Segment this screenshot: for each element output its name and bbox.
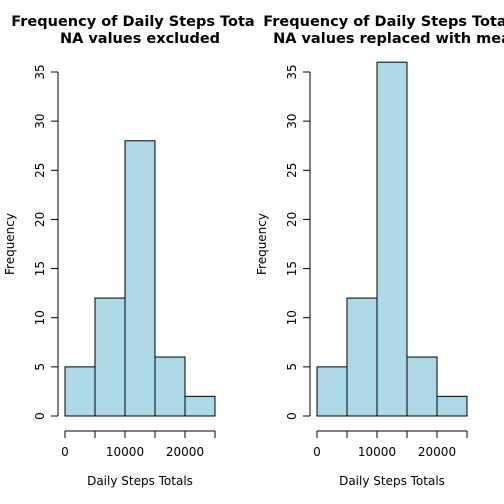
bars-group: [316, 61, 468, 417]
histogram-bar: [154, 356, 186, 417]
histogram-bar: [316, 366, 348, 417]
histogram-bar: [124, 140, 156, 417]
histogram-bar: [376, 61, 408, 417]
chart-title: Frequency of Daily Steps Tota: [11, 14, 254, 30]
x-tick-label: 20000: [166, 445, 204, 459]
x-tick-label: 20000: [418, 445, 456, 459]
y-tick-label: 30: [33, 114, 47, 129]
histogram-bar: [94, 297, 126, 417]
x-tick-label: 10000: [358, 445, 396, 459]
axes-group: 0 5 10 15 20 25 30 35 0 10000 20000: [285, 64, 468, 459]
y-tick-label: 20: [33, 212, 47, 227]
x-tick-label: 0: [313, 445, 321, 459]
histogram-panel-right: Frequency of Daily Steps Tota NA values …: [255, 14, 504, 488]
x-axis-label: Daily Steps Totals: [339, 474, 445, 488]
histogram-bar: [436, 395, 468, 417]
bars-group: [64, 140, 216, 417]
y-tick-label: 5: [33, 363, 47, 371]
y-tick-label: 0: [285, 412, 299, 420]
y-tick-label: 25: [285, 163, 299, 178]
chart-subtitle: NA values replaced with mea: [273, 31, 504, 47]
histogram-panel-left: Frequency of Daily Steps Tota NA values …: [3, 14, 255, 488]
y-axis-label: Frequency: [3, 213, 17, 275]
y-tick-label: 15: [285, 261, 299, 276]
histogram-bar: [406, 356, 438, 417]
x-tick-label: 10000: [106, 445, 144, 459]
chart-subtitle: NA values excluded: [60, 31, 220, 47]
histogram-bar: [346, 297, 378, 417]
y-tick-label: 35: [285, 64, 299, 79]
x-axis-label: Daily Steps Totals: [87, 474, 193, 488]
y-tick-label: 0: [33, 412, 47, 420]
histogram-bar: [64, 366, 96, 417]
y-tick-label: 10: [33, 310, 47, 325]
y-tick-label: 35: [33, 64, 47, 79]
axes-group: 0 5 10 15 20 25 30 35 0 10000 20000: [33, 64, 216, 459]
y-tick-label: 5: [285, 363, 299, 371]
chart-title: Frequency of Daily Steps Tota: [263, 14, 504, 30]
histogram-bar: [184, 395, 216, 417]
y-tick-label: 25: [33, 163, 47, 178]
y-axis-label: Frequency: [255, 213, 269, 275]
x-tick-label: 0: [61, 445, 69, 459]
y-tick-label: 20: [285, 212, 299, 227]
y-tick-label: 10: [285, 310, 299, 325]
y-tick-label: 30: [285, 114, 299, 129]
y-tick-label: 15: [33, 261, 47, 276]
